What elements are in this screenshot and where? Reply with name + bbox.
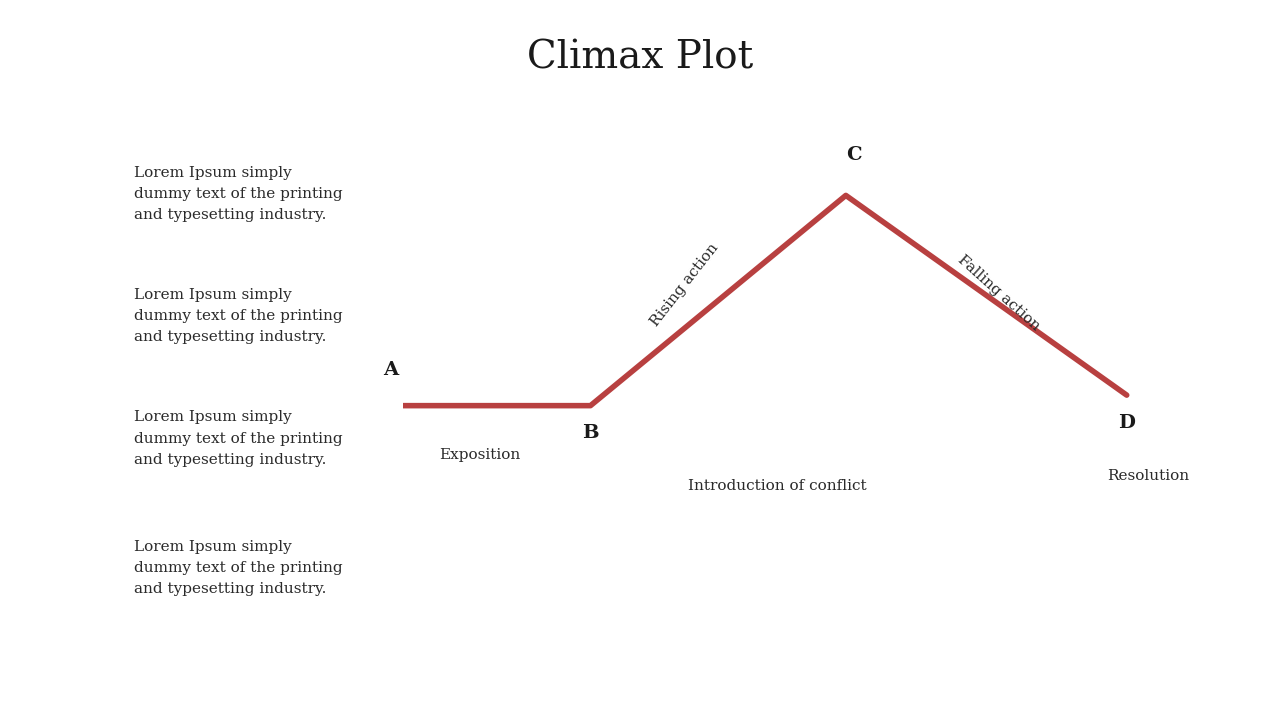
Text: A: A xyxy=(383,361,398,379)
Text: D: D xyxy=(84,549,101,567)
Text: D: D xyxy=(1119,414,1135,432)
Text: B: B xyxy=(582,424,599,442)
Text: Introduction of conflict: Introduction of conflict xyxy=(689,480,867,493)
Text: Lorem Ipsum simply
dummy text of the printing
and typesetting industry.: Lorem Ipsum simply dummy text of the pri… xyxy=(134,288,343,344)
Text: Climax Plot: Climax Plot xyxy=(527,40,753,76)
Text: Falling action: Falling action xyxy=(955,252,1043,333)
Text: A: A xyxy=(86,174,100,192)
Text: B: B xyxy=(84,297,101,315)
Text: C: C xyxy=(846,146,863,164)
Text: Exposition: Exposition xyxy=(439,448,521,462)
Text: Lorem Ipsum simply
dummy text of the printing
and typesetting industry.: Lorem Ipsum simply dummy text of the pri… xyxy=(134,540,343,596)
Text: C: C xyxy=(84,419,101,437)
Text: Rising action: Rising action xyxy=(648,240,721,329)
Text: Lorem Ipsum simply
dummy text of the printing
and typesetting industry.: Lorem Ipsum simply dummy text of the pri… xyxy=(134,410,343,467)
Text: Resolution: Resolution xyxy=(1107,469,1189,482)
Text: Lorem Ipsum simply
dummy text of the printing
and typesetting industry.: Lorem Ipsum simply dummy text of the pri… xyxy=(134,166,343,222)
